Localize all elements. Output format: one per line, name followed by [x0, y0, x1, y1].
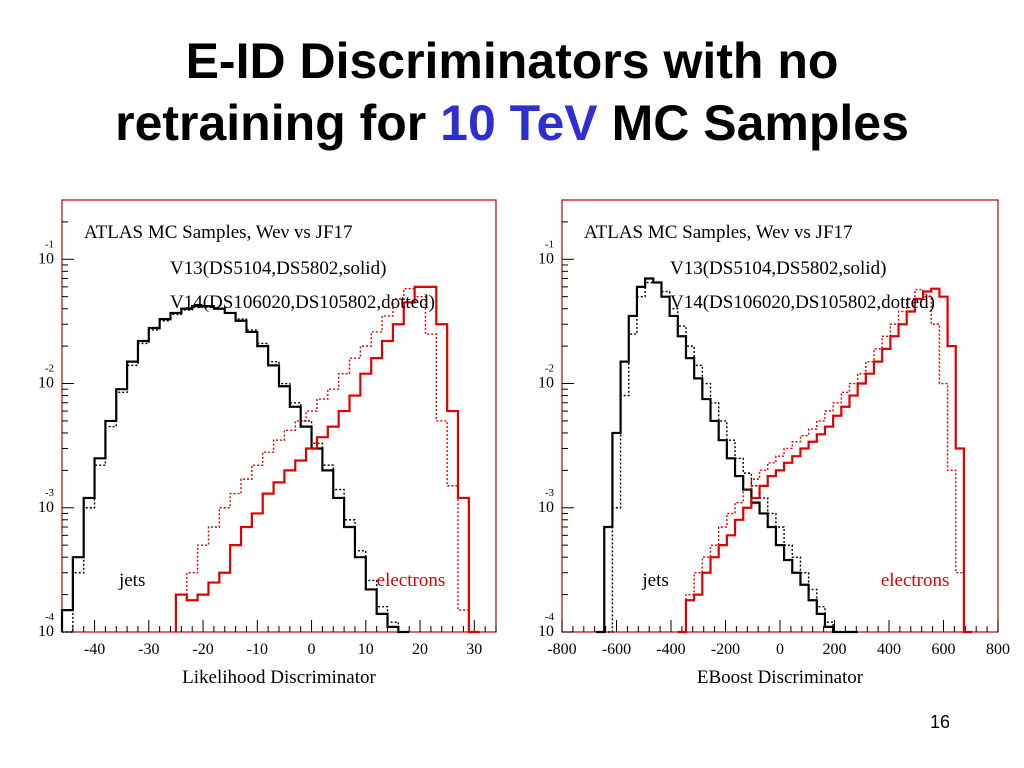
- y-tick-exponent: -4: [545, 611, 555, 623]
- electrons-label: electrons: [377, 570, 446, 591]
- series-jets-v13: [60, 304, 410, 634]
- y-tick-label: 10: [38, 623, 54, 640]
- series-jets-v14: [62, 306, 410, 633]
- likelihood-plot: 10-410-310-210-1-40 -30 -20 -10 0 10 20 30Likel…: [38, 199, 497, 688]
- x-tick-label: -10: [247, 641, 268, 658]
- x-tick-label: -200: [711, 641, 740, 658]
- y-tick-label: 10: [538, 250, 554, 267]
- legend-line: V13(DS5104,DS5802,solid): [670, 258, 886, 279]
- jets-label: jets: [118, 570, 145, 591]
- x-axis-label: EBoost Discriminator: [697, 667, 864, 688]
- y-tick-label: 10: [538, 499, 554, 516]
- y-tick-exponent: -1: [545, 238, 554, 250]
- title-line-2-start: retraining for: [115, 95, 427, 151]
- x-axis: -40 -30 -20 -10 0 10 20 30: [61, 620, 497, 658]
- x-tick-label: -20: [192, 641, 213, 658]
- series-electrons-v13: [174, 285, 480, 634]
- title-line-2-end: MC Samples: [611, 95, 909, 151]
- y-axis: 10-410-310-210-1: [538, 221, 574, 640]
- y-tick-exponent: -4: [45, 611, 55, 623]
- slide-title: E-ID Discriminators with no retraining f…: [0, 30, 1024, 154]
- title-highlight: 10 TeV: [440, 95, 598, 151]
- y-tick-label: 10: [538, 623, 554, 640]
- x-tick-label: 800: [986, 641, 1010, 658]
- x-tick-label: 200: [823, 641, 847, 658]
- y-tick-label: 10: [38, 250, 54, 267]
- series-electrons-v13: [677, 287, 973, 634]
- page-number: 16: [930, 712, 951, 732]
- x-tick-label: 400: [877, 641, 901, 658]
- x-tick-label: -400: [656, 641, 685, 658]
- y-tick-label: 10: [38, 499, 54, 516]
- jets-label: jets: [641, 570, 668, 591]
- x-tick-label: -800: [547, 641, 576, 658]
- y-tick-exponent: -2: [545, 363, 554, 375]
- y-tick-label: 10: [38, 375, 54, 392]
- x-axis: -800 -600 -400 -200 0 200 400 600 800: [547, 620, 1010, 658]
- y-axis: 10-410-310-210-1: [38, 221, 74, 640]
- legend-line: V14(DS106020,DS105802,dotted): [670, 292, 935, 313]
- x-tick-label: 0: [308, 641, 316, 658]
- x-tick-label: 30: [466, 641, 482, 658]
- y-tick-label: 10: [538, 375, 554, 392]
- y-tick-exponent: -2: [45, 363, 54, 375]
- series-jets-v14: [596, 281, 858, 633]
- y-tick-exponent: -3: [45, 487, 55, 499]
- x-tick-label: -40: [84, 641, 105, 658]
- x-tick-label: 20: [412, 641, 428, 658]
- x-tick-label: 0: [776, 641, 784, 658]
- y-tick-exponent: -1: [45, 238, 54, 250]
- annotations: jets electrons: [118, 570, 445, 591]
- chart-title: ATLAS MC Samples, Weν vs JF17: [584, 222, 853, 243]
- electrons-label: electrons: [881, 570, 950, 591]
- series-electrons-v14: [175, 287, 480, 633]
- legend-line: V13(DS5104,DS5802,solid): [170, 258, 386, 279]
- series-jets-v13: [596, 277, 858, 634]
- chart-title: ATLAS MC Samples, Weν vs JF17: [84, 222, 353, 243]
- legend-line: V14(DS106020,DS105802,dotted): [170, 292, 435, 313]
- x-tick-label: 600: [932, 641, 956, 658]
- eboost-plot: 10-410-310-210-1-800 -600 -400 -200 0 200 400 6…: [538, 199, 1010, 688]
- x-tick-label: -600: [602, 641, 631, 658]
- series-electrons-v14: [677, 288, 973, 633]
- title-line-1: E-ID Discriminators with no: [185, 33, 839, 89]
- x-tick-label: 10: [358, 641, 374, 658]
- annotations: jets electrons: [641, 570, 949, 591]
- x-tick-label: -30: [138, 641, 159, 658]
- y-tick-exponent: -3: [545, 487, 555, 499]
- x-axis-label: Likelihood Discriminator: [182, 667, 376, 688]
